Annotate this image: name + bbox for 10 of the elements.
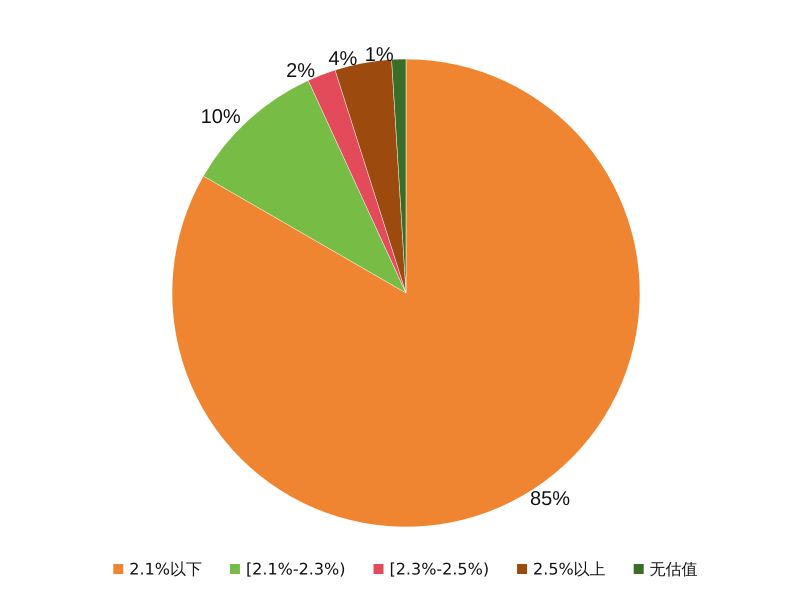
legend-label: 无估值 bbox=[650, 560, 698, 578]
legend-label: [2.3%-2.5%) bbox=[390, 560, 490, 578]
data-label: 2% bbox=[286, 60, 316, 82]
legend-label: 2.1%以下 bbox=[129, 560, 202, 578]
data-label: 10% bbox=[200, 106, 241, 128]
data-label: 1% bbox=[364, 44, 394, 66]
legend-label: [2.1%-2.3%) bbox=[246, 560, 346, 578]
legend-label: 2.5%以上 bbox=[533, 560, 606, 578]
data-label: 4% bbox=[328, 48, 358, 70]
data-label: 85% bbox=[530, 488, 570, 510]
